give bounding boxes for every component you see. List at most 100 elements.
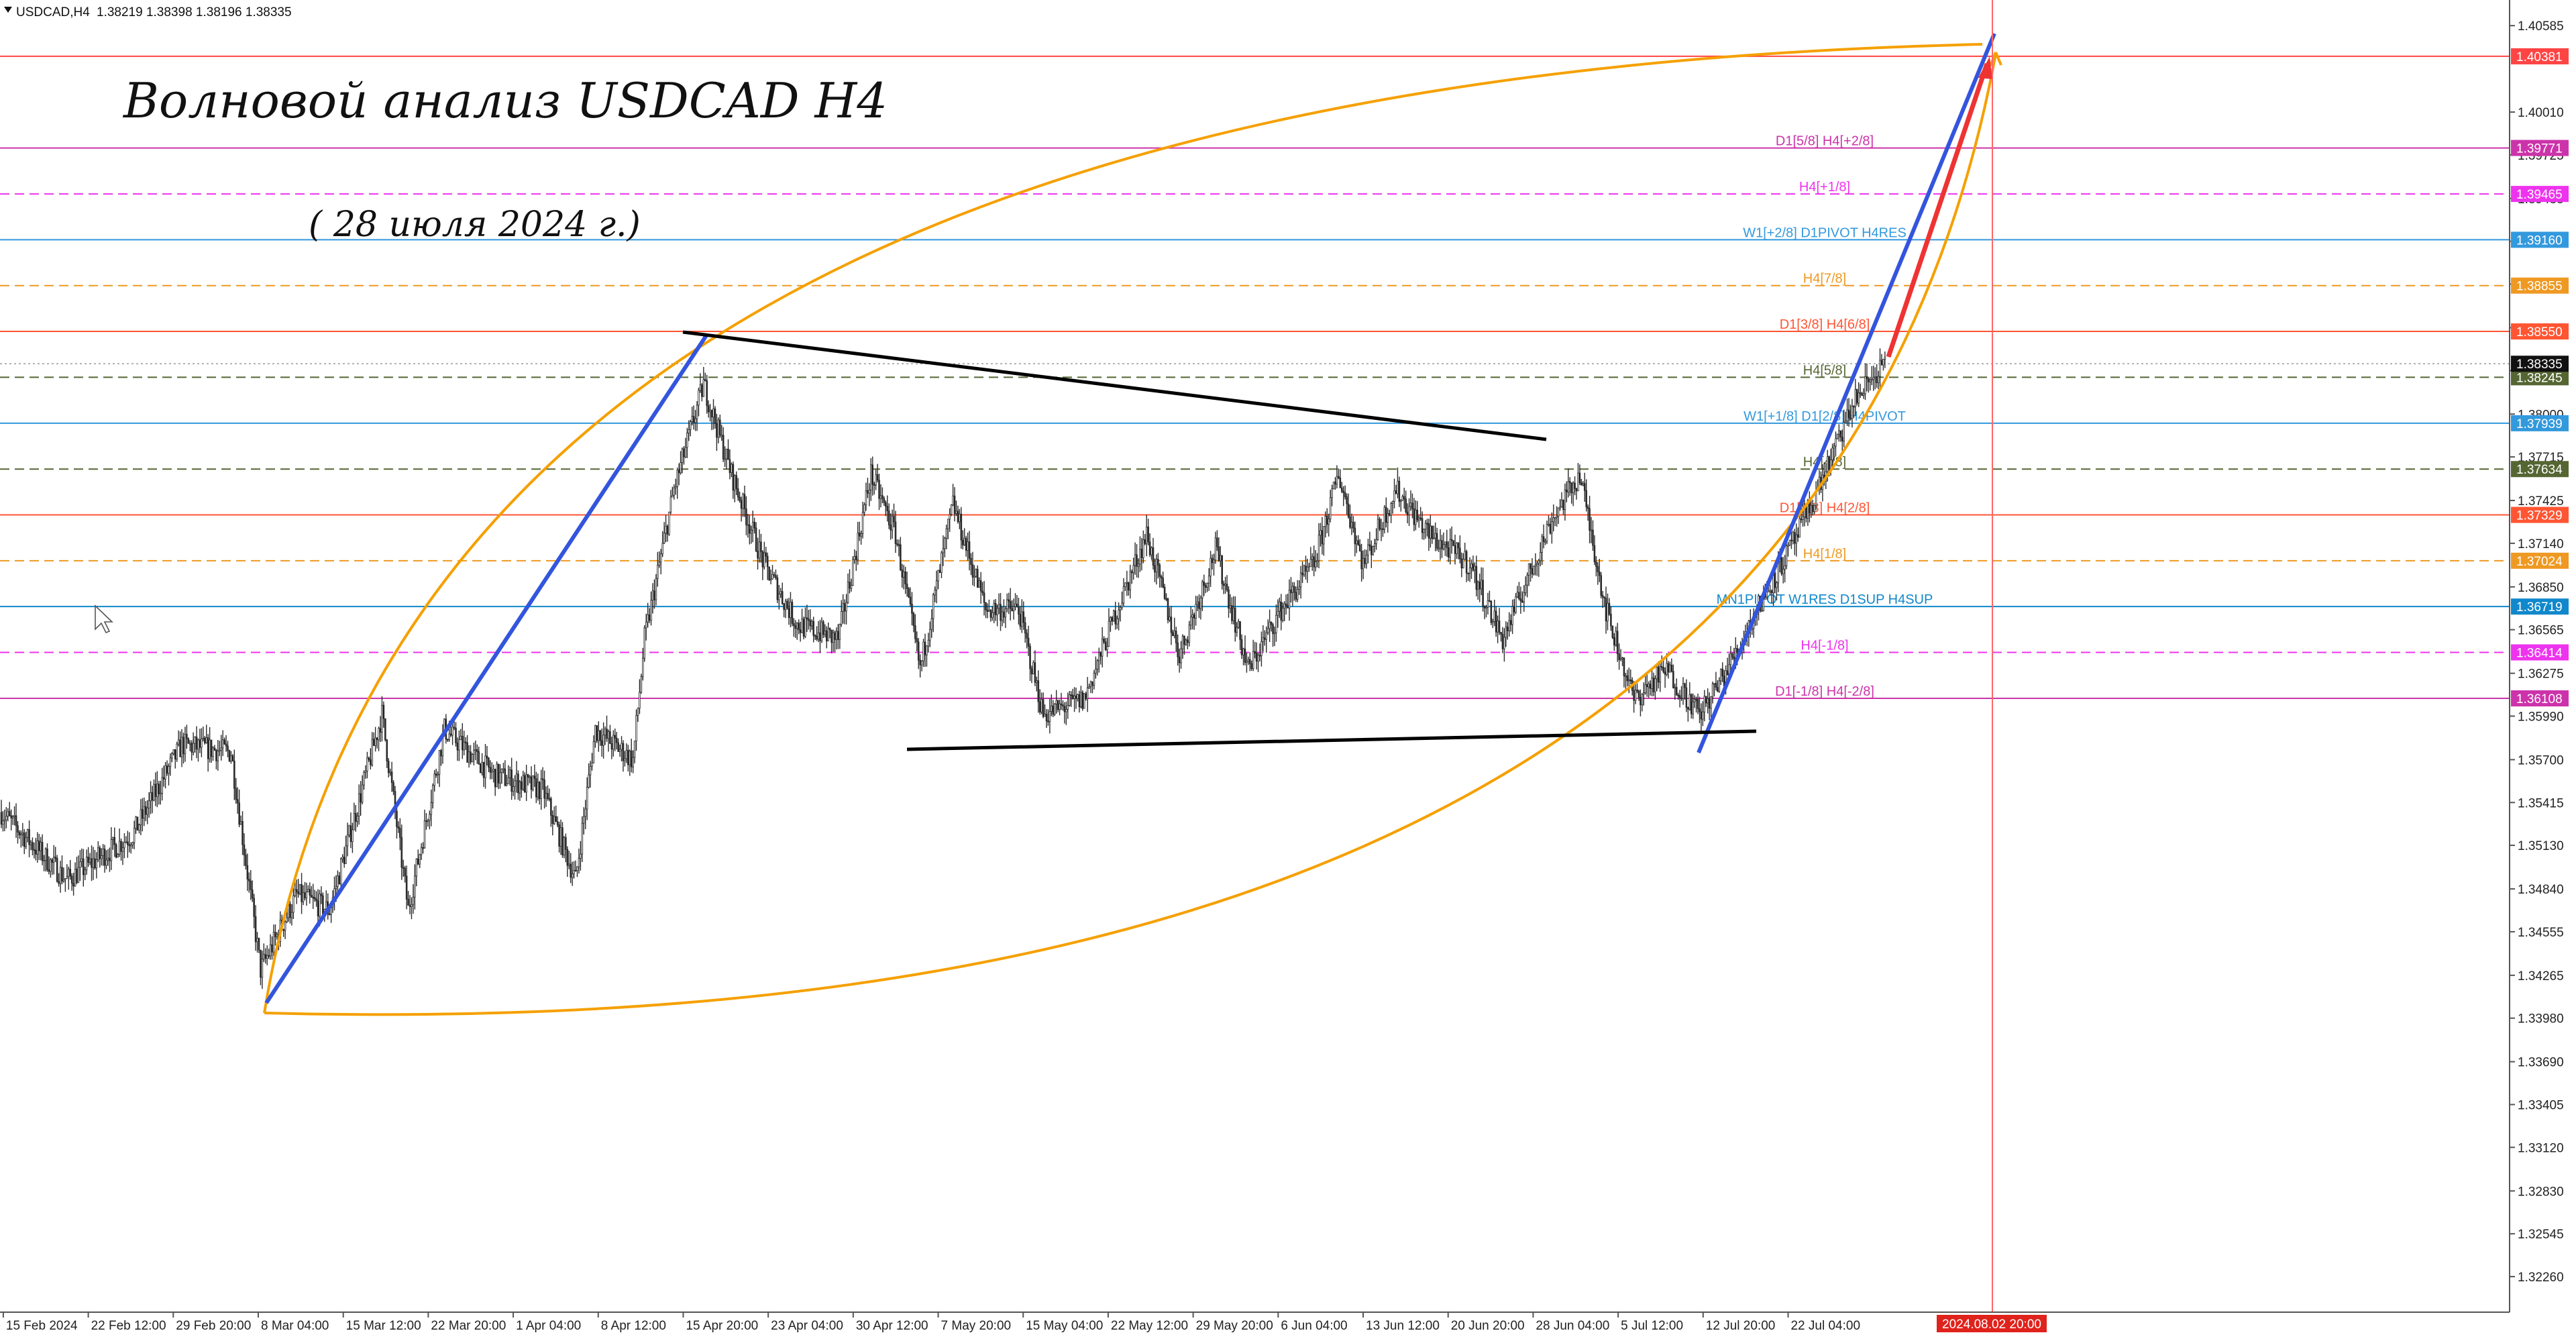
chart-menu-icon[interactable]: [4, 7, 12, 13]
candle-body: [243, 844, 246, 855]
candle-body: [775, 575, 777, 578]
candle-body: [1104, 641, 1107, 651]
candle-body: [1721, 668, 1724, 677]
candle-body: [1093, 673, 1095, 686]
candle-body: [1717, 687, 1719, 692]
candle-body: [488, 757, 490, 768]
candle-body: [1103, 639, 1105, 643]
candle-body: [1150, 547, 1152, 555]
candle-body: [532, 775, 534, 790]
candle-body: [1583, 483, 1586, 491]
candle-body: [302, 892, 305, 902]
candle-body: [449, 733, 452, 736]
y-tick-label: 1.34555: [2518, 926, 2564, 940]
candle-body: [1157, 559, 1159, 566]
candle-body: [666, 525, 669, 535]
candle-body: [619, 749, 621, 752]
candle-body: [1326, 515, 1328, 525]
candle-body: [338, 875, 341, 885]
candle-body: [1670, 664, 1673, 672]
candle-body: [1270, 621, 1273, 625]
candle-body: [1551, 521, 1553, 533]
candle-body: [1542, 536, 1545, 542]
candle-body: [315, 898, 317, 902]
candle-body: [1506, 627, 1509, 631]
x-tick-label: 29 May 20:00: [1196, 1319, 1273, 1333]
candle-body: [1126, 582, 1128, 584]
candle-body: [1831, 447, 1833, 460]
x-tick-label: 12 Jul 20:00: [1706, 1319, 1776, 1333]
candle-body: [861, 512, 864, 534]
candle-body: [1208, 576, 1210, 584]
candle-body: [893, 516, 895, 523]
candle-body: [1456, 543, 1458, 554]
candle-body: [961, 539, 964, 545]
candle-body: [639, 692, 641, 709]
candle-body: [1667, 663, 1670, 673]
candle-body: [1646, 684, 1648, 688]
candle-body: [1796, 534, 1799, 538]
candle-body: [1511, 606, 1513, 625]
candle-body: [1826, 456, 1829, 472]
candle-body: [658, 561, 661, 566]
candle-body: [1140, 549, 1143, 558]
candle-body: [870, 464, 872, 490]
candle-body: [1877, 376, 1880, 383]
candle-body: [672, 494, 674, 498]
candle-body: [1439, 540, 1442, 549]
candle-body: [731, 464, 733, 474]
candle-body: [758, 541, 761, 559]
candle-body: [1640, 696, 1642, 706]
candle-body: [1377, 519, 1379, 540]
candle-body: [1568, 481, 1571, 484]
candle-body: [1240, 639, 1243, 655]
candle-body: [1383, 506, 1386, 530]
candle-body: [698, 390, 700, 406]
candle-body: [1096, 660, 1099, 670]
candle-body: [898, 544, 900, 546]
candle-body: [1702, 711, 1704, 720]
candle-body: [451, 727, 453, 736]
candle-body: [578, 858, 580, 867]
blue-wave-line-1: [264, 334, 708, 1004]
candle-body: [297, 892, 300, 894]
candle-body: [720, 435, 723, 437]
candle-body: [489, 767, 492, 773]
x-tick-label: 15 May 04:00: [1026, 1319, 1103, 1333]
candle-body: [82, 858, 85, 875]
candle-body: [135, 816, 137, 829]
candle-body: [920, 660, 923, 665]
level-label: W1[+1/8] D1[2/8] H4PIVOT: [1743, 409, 1906, 424]
candle-body: [599, 730, 602, 741]
candle-body: [1493, 610, 1496, 622]
candle-body: [1627, 680, 1630, 682]
candle-body: [1283, 603, 1285, 608]
candle-body: [464, 741, 467, 743]
candle-body: [796, 623, 798, 629]
price-axis[interactable]: 1.405851.400101.397251.394351.391501.388…: [2509, 0, 2569, 1312]
candle-body: [1193, 614, 1195, 619]
candle-body: [808, 619, 810, 621]
candle-body: [399, 828, 401, 838]
candle-body: [115, 844, 117, 858]
candle-body: [411, 904, 413, 907]
chart-subtitle: ( 28 июля 2024 г.): [309, 205, 641, 245]
candle-body: [1518, 592, 1520, 599]
candle-body: [225, 743, 227, 747]
candle-body: [502, 768, 504, 770]
candle-body: [51, 859, 54, 863]
candle-body: [1329, 497, 1332, 519]
candle-body: [1060, 703, 1063, 706]
candle-body: [1552, 517, 1555, 523]
x-tick-label: 15 Mar 12:00: [346, 1319, 421, 1333]
candle-body: [1350, 521, 1353, 528]
candle-body: [1767, 590, 1770, 592]
candle-body: [1137, 564, 1140, 567]
candle-body: [1703, 696, 1706, 712]
candle-body: [541, 778, 544, 780]
candle-body: [174, 749, 176, 760]
x-tick-label: 15 Apr 20:00: [686, 1319, 758, 1333]
candle-body: [843, 603, 846, 612]
time-axis[interactable]: 15 Feb 2024 22 Feb 12:00 29 Feb 20:00 8 Mar…: [0, 1311, 2510, 1333]
